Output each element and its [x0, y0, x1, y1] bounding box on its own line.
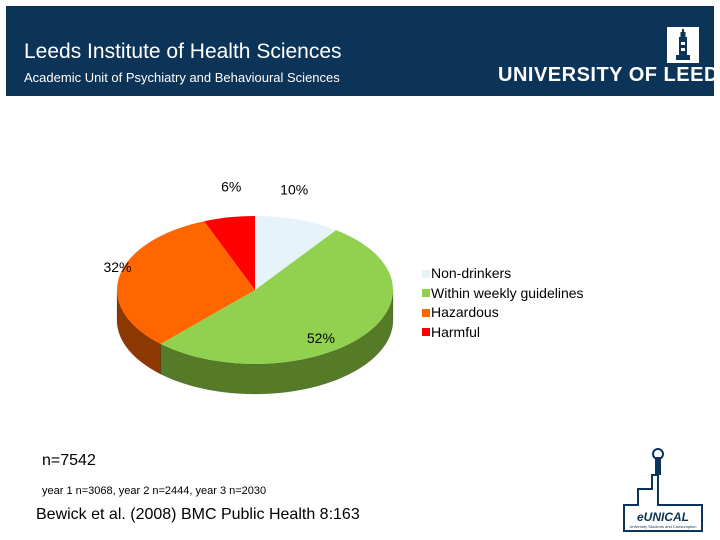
- sample-size: n=7542: [42, 452, 96, 469]
- page-subtitle: Academic Unit of Psychiatry and Behaviou…: [24, 70, 340, 85]
- legend-item-within-weekly-guidelines: Within weekly guidelines: [422, 284, 584, 304]
- legend-swatch-non-drinkers: [422, 269, 430, 278]
- legend-label-non-drinkers: Non-drinkers: [431, 265, 512, 281]
- university-name: UNIVERSITY OF LEEDS: [498, 64, 720, 86]
- eunical-logo-text: eUNICAL: [637, 510, 689, 524]
- legend-swatch-within-weekly-guidelines: [422, 289, 430, 298]
- pie-slice-within-weekly-guidelines: [160, 230, 393, 364]
- data-label-within-weekly-guidelines: 52%: [307, 330, 335, 346]
- eunical-logo: eUNICAL University Students and Consumpt…: [623, 448, 703, 532]
- legend-item-non-drinkers: Non-drinkers: [422, 264, 584, 284]
- legend-swatch-harmful: [422, 328, 430, 337]
- chart-legend: Non-drinkers Within weekly guidelines Haza…: [422, 264, 584, 342]
- page-title: Leeds Institute of Health Sciences: [24, 40, 342, 63]
- header-banner: Leeds Institute of Health Sciences Acade…: [6, 6, 720, 96]
- legend-label-harmful: Harmful: [431, 323, 481, 340]
- data-label-harmful: 6%: [221, 179, 241, 195]
- pie-slice-non-drinkers: [255, 216, 337, 290]
- legend-label-hazardous: Hazardous: [431, 304, 499, 320]
- data-label-non-drinkers: 10%: [280, 182, 308, 198]
- data-label-hazardous: 32%: [103, 259, 131, 275]
- university-crest-icon: [667, 27, 699, 63]
- pie-side-hazardous: [116, 289, 161, 375]
- legend-item-harmful: Harmful: [422, 323, 584, 343]
- eunical-logo-tagline: University Students and Consumption: [630, 524, 697, 529]
- pie-slice-hazardous: [117, 221, 255, 344]
- sample-size-by-year: year 1 n=3068, year 2 n=2444, year 3 n=2…: [42, 485, 267, 497]
- legend-label-within-weekly-guidelines: Within weekly guidelines: [431, 284, 584, 301]
- citation: Bewick et al. (2008) BMC Public Health 8…: [36, 506, 360, 523]
- pie-slice-harmful: [204, 216, 255, 290]
- legend-item-hazardous: Hazardous: [422, 303, 584, 323]
- legend-swatch-hazardous: [422, 308, 430, 317]
